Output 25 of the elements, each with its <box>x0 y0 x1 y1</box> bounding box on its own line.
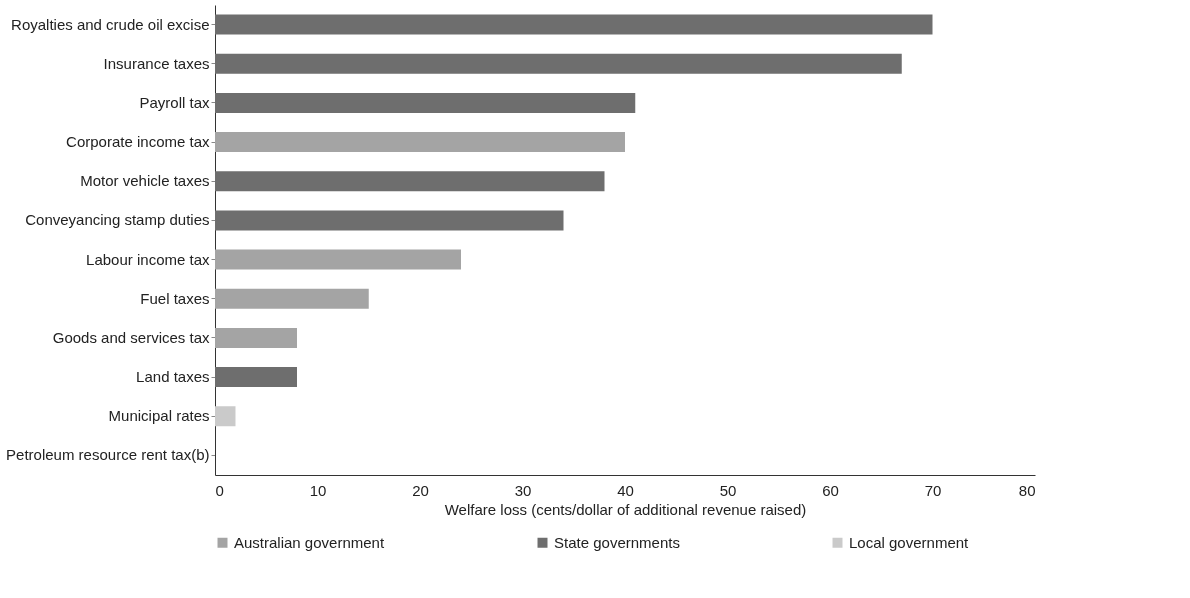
y-tick-label: Petroleum resource rent tax(b) <box>6 446 210 464</box>
y-tick-label: Motor vehicle taxes <box>80 172 210 190</box>
x-tick-label: 0 <box>215 481 224 499</box>
x-axis-title: Welfare loss (cents/dollar of additional revenue raised) <box>444 500 807 518</box>
x-tick-label: 40 <box>617 481 634 499</box>
y-tick-label: Payroll tax <box>139 93 210 111</box>
x-tick-label: 20 <box>412 481 429 499</box>
x-tick-label: 10 <box>309 481 327 499</box>
x-tick-label: 80 <box>1018 481 1036 499</box>
legend-label: State governments <box>554 533 680 551</box>
legend-label: Local government <box>849 533 970 551</box>
y-tick-label: Insurance taxes <box>103 54 210 72</box>
y-tick-label: Goods and services tax <box>52 328 210 346</box>
y-tick-label: Royalties and crude oil excise <box>11 15 210 33</box>
y-tick-label: Conveyancing stamp duties <box>25 211 210 229</box>
x-tick-label: 30 <box>514 481 532 499</box>
x-tick-label: 60 <box>822 481 839 499</box>
x-tick-label: 50 <box>719 481 737 499</box>
y-tick-label: Fuel taxes <box>140 289 210 307</box>
legend-label: Australian government <box>234 533 385 551</box>
y-tick-label: Land taxes <box>136 368 210 386</box>
y-tick-label: Corporate income tax <box>66 133 210 151</box>
y-tick-label: Labour income tax <box>86 250 210 268</box>
y-tick-label: Municipal rates <box>108 407 210 425</box>
x-tick-label: 70 <box>924 481 942 499</box>
